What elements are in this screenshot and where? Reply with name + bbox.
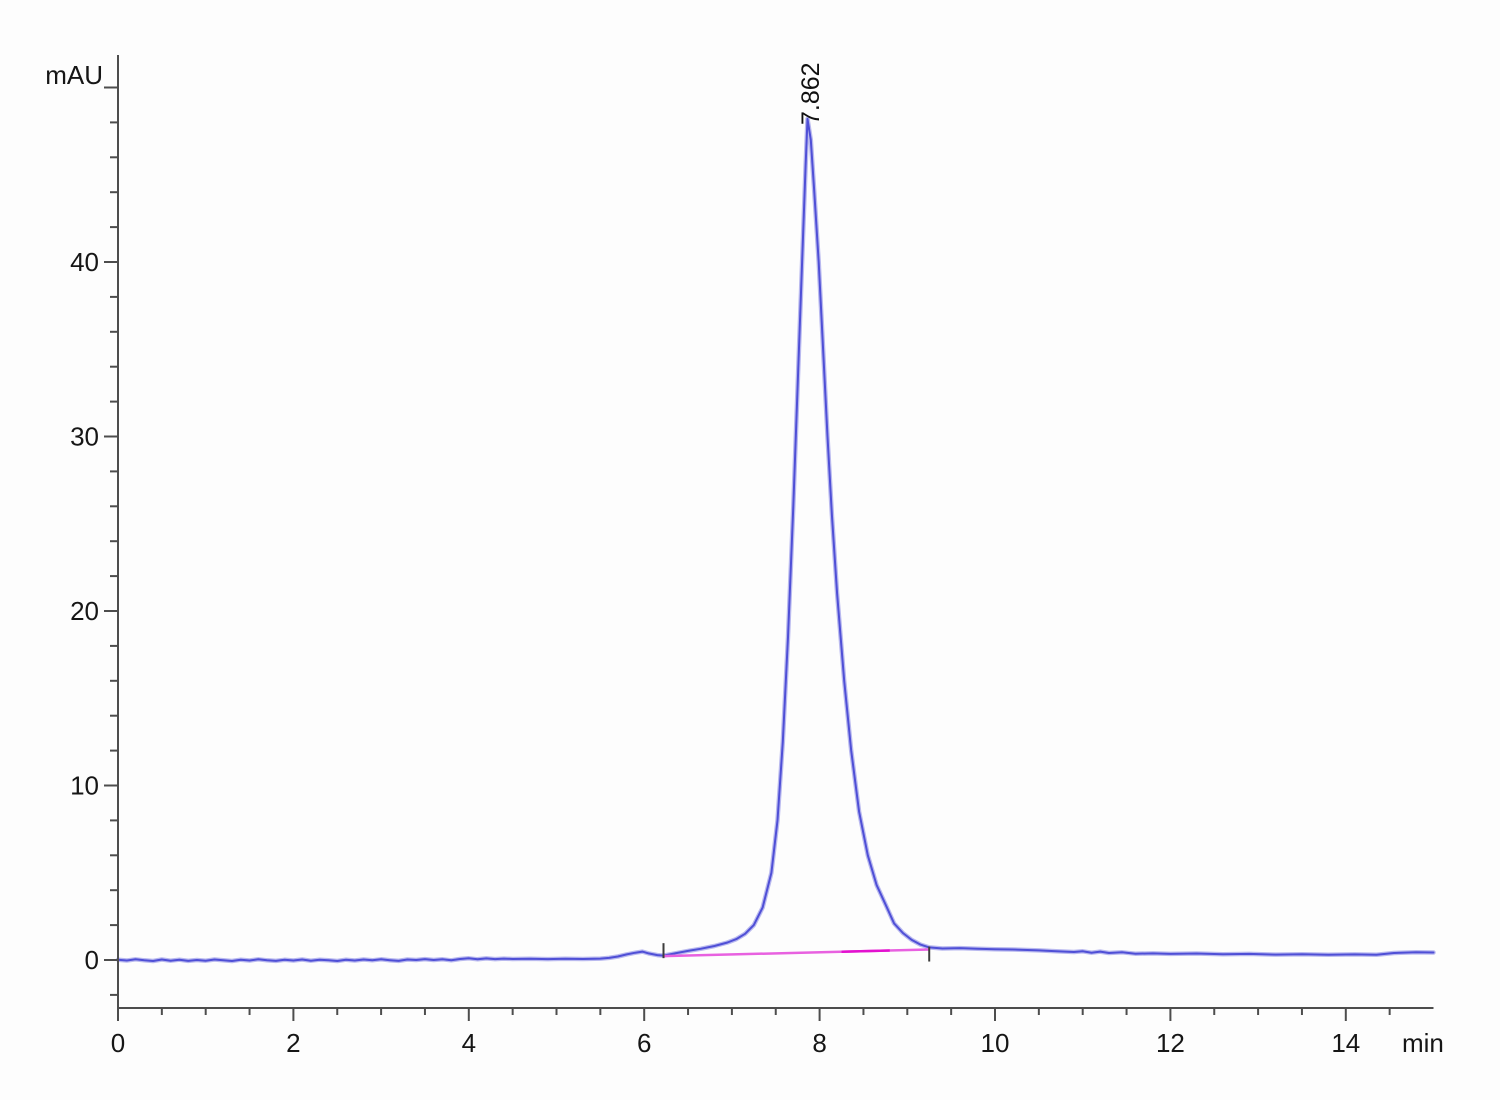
y-tick-label: 20 xyxy=(70,596,99,626)
peak-retention-time-label: 7.862 xyxy=(797,62,825,125)
x-tick-label: 4 xyxy=(462,1028,476,1058)
x-tick-label: 10 xyxy=(981,1028,1010,1058)
y-axis-unit-label: mAU xyxy=(45,60,103,90)
x-tick-label: 8 xyxy=(812,1028,826,1058)
x-axis-unit-label: min xyxy=(1402,1028,1444,1058)
y-tick-label: 40 xyxy=(70,247,99,277)
x-tick-label: 0 xyxy=(111,1028,125,1058)
x-tick-label: 12 xyxy=(1156,1028,1185,1058)
y-tick-label: 10 xyxy=(70,771,99,801)
y-axis-tick-labels: 0 10 20 30 40 xyxy=(70,247,99,975)
x-tick-label: 6 xyxy=(637,1028,651,1058)
detector-trace xyxy=(117,117,1435,962)
y-tick-label: 30 xyxy=(70,422,99,452)
x-tick-label: 14 xyxy=(1331,1028,1360,1058)
x-axis-tick-labels: 0 2 4 6 8 10 12 14 xyxy=(111,1028,1360,1058)
integration-baseline-highlight xyxy=(841,949,890,953)
x-tick-label: 2 xyxy=(286,1028,300,1058)
y-tick-label: 0 xyxy=(85,945,99,975)
y-axis-ticks xyxy=(104,86,118,996)
x-axis-ticks xyxy=(117,1008,1391,1021)
